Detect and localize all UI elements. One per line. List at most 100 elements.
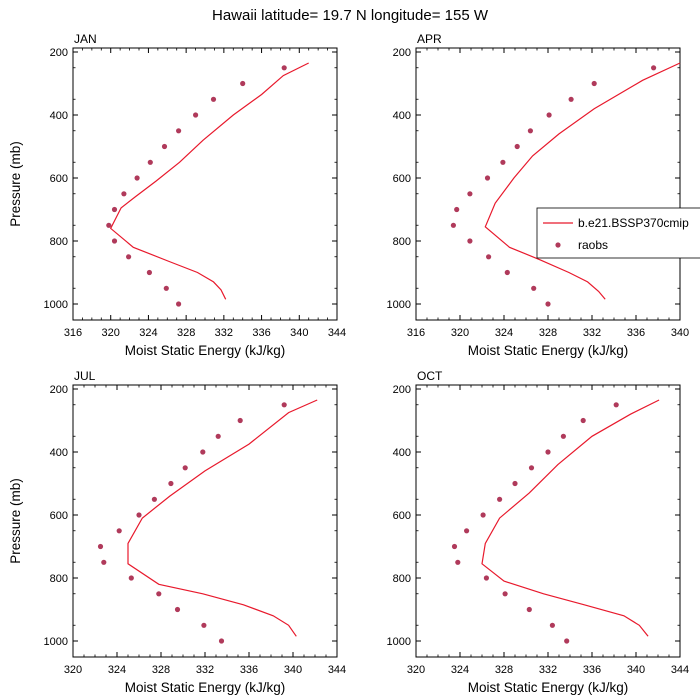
raobs-point (146, 269, 152, 276)
x-tick-label: 340 (671, 327, 689, 339)
panel-jul: 320 324 328 332 336 340 344 200 400 600 800 1000 JUL… (8, 369, 346, 695)
raobs-point (240, 80, 246, 87)
x-tick-label: 328 (539, 327, 557, 339)
raobs-point (156, 591, 162, 597)
raobs-point (480, 512, 486, 518)
y-tick-label: 1000 (44, 636, 68, 648)
model-profile-line (481, 399, 660, 637)
plot-frame (415, 47, 681, 321)
x-tick-label: 332 (583, 327, 601, 339)
raobs-point (580, 417, 586, 424)
raobs-point (568, 96, 574, 102)
raobs-point (237, 417, 243, 424)
raobs-point (182, 465, 188, 471)
raobs-point (464, 528, 470, 534)
y-tick-label: 1000 (387, 299, 411, 311)
raobs-point (111, 206, 118, 213)
x-tick-label: 324 (495, 327, 513, 339)
legend-marker-swatch (555, 242, 561, 248)
raobs-point (111, 238, 118, 244)
y-tick-label: 400 (393, 110, 411, 122)
y-tick-label: 200 (50, 47, 68, 59)
raobs-point (163, 285, 169, 291)
x-tick-label: 320 (407, 664, 425, 676)
x-tick-label: 316 (407, 327, 425, 339)
panel-label: APR (417, 32, 442, 46)
raobs-point (455, 559, 461, 565)
x-tick-label: 336 (252, 327, 270, 339)
plot-frame (415, 384, 681, 658)
raobs-point (467, 191, 473, 197)
raobs-point (176, 128, 182, 134)
raobs-point (549, 622, 556, 628)
raobs-point (613, 402, 619, 408)
panel-label: JUL (74, 369, 96, 383)
x-axis-label: Moist Static Energy (kJ/kg) (125, 343, 286, 358)
raobs-point (128, 575, 134, 581)
x-tick-label: 344 (328, 327, 346, 339)
x-tick-label: 340 (284, 664, 302, 676)
raobs-point (527, 128, 534, 134)
x-tick-label: 332 (539, 664, 557, 676)
raobs-point (545, 449, 551, 455)
legend: b.e21.BSSP370cmip raobs (536, 207, 700, 259)
raobs-point (502, 591, 508, 597)
raobs-point (134, 175, 140, 181)
x-tick-label: 328 (177, 327, 195, 339)
x-tick-label: 320 (451, 327, 469, 339)
raobs-point (514, 143, 520, 150)
y-tick-label: 200 (393, 384, 411, 396)
x-tick-label: 344 (671, 664, 689, 676)
x-tick-label: 316 (64, 327, 82, 339)
raobs-point (106, 222, 112, 228)
raobs-point (512, 480, 518, 487)
y-tick-label: 400 (50, 447, 68, 459)
panel-oct: 320 324 328 332 336 340 344 200 400 600 800 1000 OCT… (387, 369, 690, 695)
x-tick-label: 336 (240, 664, 258, 676)
raobs-point (526, 606, 532, 613)
raobs-point (560, 433, 567, 439)
y-tick-label: 400 (50, 110, 68, 122)
x-tick-label: 324 (139, 327, 157, 339)
x-tick-label: 344 (328, 664, 346, 676)
raobs-point (483, 575, 489, 581)
x-axis-label: Moist Static Energy (kJ/kg) (468, 680, 629, 695)
y-tick-label: 800 (50, 236, 68, 248)
raobs-point (121, 191, 127, 197)
raobs-point (201, 622, 207, 628)
raobs-point (500, 159, 506, 165)
y-tick-label: 800 (50, 573, 68, 585)
y-tick-label: 600 (50, 510, 68, 522)
y-tick-label: 400 (393, 447, 411, 459)
raobs-point (467, 238, 473, 244)
panel-label: JAN (74, 32, 97, 46)
x-tick-label: 324 (108, 664, 126, 676)
x-tick-label: 340 (290, 327, 308, 339)
raobs-point (151, 496, 157, 502)
y-tick-label: 1000 (44, 299, 68, 311)
raobs-point (174, 606, 181, 613)
model-profile-line (484, 62, 681, 300)
y-tick-label: 600 (393, 173, 411, 185)
x-tick-label: 324 (451, 664, 469, 676)
raobs-point (281, 65, 287, 71)
x-axis-label: Moist Static Energy (kJ/kg) (468, 343, 629, 358)
panel-jan: 316 320 324 328 332 336 340 344 200 400 600 800 1000… (8, 32, 346, 358)
raobs-point (215, 433, 221, 439)
y-axis-label: Pressure (mb) (8, 478, 23, 564)
x-tick-label: 336 (583, 664, 601, 676)
y-tick-label: 600 (50, 173, 68, 185)
legend-box (536, 207, 700, 259)
plot-frame (72, 384, 338, 658)
x-tick-label: 332 (215, 327, 233, 339)
raobs-point (528, 465, 535, 471)
y-axis-label: Pressure (mb) (8, 141, 23, 227)
model-profile-line (109, 62, 309, 300)
raobs-point (210, 96, 217, 102)
raobs-point (651, 65, 657, 71)
raobs-point (161, 143, 168, 150)
raobs-point (497, 496, 503, 502)
raobs-point (454, 206, 460, 213)
raobs-point (116, 528, 122, 534)
